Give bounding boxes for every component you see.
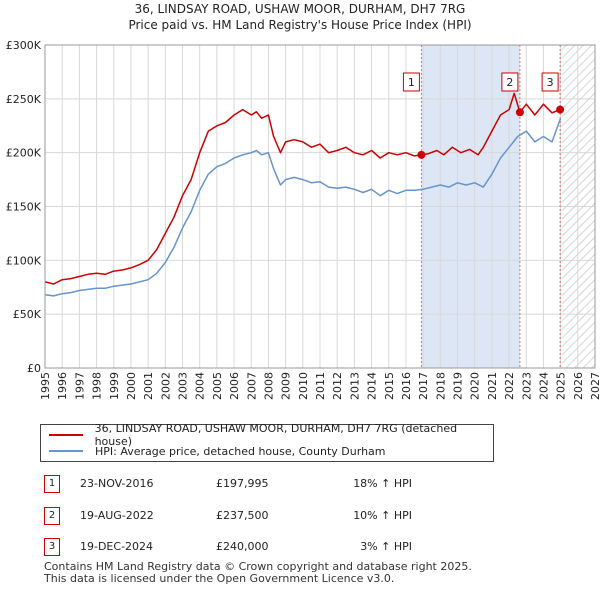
- chart-subtitle: Price paid vs. HM Land Registry's House …: [128, 18, 472, 32]
- x-tick-label: 2002: [159, 372, 172, 400]
- sale-label: 1: [408, 76, 415, 89]
- sale-number-badge: 2: [44, 507, 60, 525]
- x-tick-label: 2006: [228, 372, 241, 400]
- x-tick-label: 2019: [452, 372, 465, 400]
- y-tick-label: £100K: [6, 254, 42, 267]
- sale-date: 23-NOV-2016: [80, 477, 154, 490]
- sale-date: 19-AUG-2022: [80, 509, 154, 522]
- legend-swatch-hpi: [49, 450, 83, 452]
- x-tick-label: 2001: [142, 372, 155, 400]
- sale-label-box: [501, 72, 519, 92]
- x-tick-label: 1999: [108, 372, 121, 400]
- footer-copyright: Contains HM Land Registry data © Crown c…: [44, 560, 472, 573]
- legend-item-hpi: HPI: Average price, detached house, Coun…: [49, 443, 386, 459]
- x-tick-label: 2014: [366, 372, 379, 400]
- y-tick-label: £50K: [13, 308, 42, 321]
- x-tick-label: 2009: [280, 372, 293, 400]
- sale-date: 19-DEC-2024: [80, 540, 154, 553]
- legend-label-property: 36, LINDSAY ROAD, USHAW MOOR, DURHAM, DH…: [94, 422, 458, 448]
- x-tick-label: 1995: [39, 372, 52, 400]
- property-price-line: [45, 92, 561, 285]
- sale-hpi-change: 18% ↑ HPI: [353, 477, 412, 490]
- x-tick-label: 2008: [262, 372, 275, 400]
- x-tick-label: 2013: [348, 372, 361, 400]
- x-tick-label: 2024: [537, 372, 550, 400]
- x-tick-label: 2007: [245, 372, 258, 400]
- x-tick-label: 2027: [589, 372, 600, 400]
- footer-licence: This data is licensed under the Open Gov…: [44, 572, 395, 585]
- x-tick-label: 2010: [297, 372, 310, 400]
- x-tick-label: 1997: [73, 372, 86, 400]
- x-tick-label: 1996: [56, 372, 69, 400]
- sale-hpi-change: 3% ↑ HPI: [360, 540, 412, 553]
- x-tick-label: 2016: [400, 372, 413, 400]
- x-tick-label: 2005: [211, 372, 224, 400]
- sale-row: 1 23-NOV-2016 £197,995 18% ↑ HPI: [44, 475, 464, 497]
- sale-point: [556, 105, 565, 114]
- x-tick-label: 2003: [177, 372, 190, 400]
- sale-number-badge: 1: [44, 475, 60, 493]
- legend: 36, LINDSAY ROAD, USHAW MOOR, DURHAM, DH…: [40, 422, 494, 462]
- x-tick-label: 2022: [503, 372, 516, 400]
- sale-price: £240,000: [216, 540, 269, 553]
- x-tick-label: 2023: [520, 372, 533, 400]
- sale-price: £237,500: [216, 509, 269, 522]
- x-tick-label: 2026: [572, 372, 585, 400]
- x-tick-label: 2025: [555, 372, 568, 400]
- sale-price: £197,995: [216, 477, 269, 490]
- sale-label-box: [541, 72, 559, 92]
- price-chart: 1 2 3 £0 £50K £100K £150K £200K £250K £300K 1995 1…: [6, 39, 600, 400]
- x-tick-label: 2018: [434, 372, 447, 400]
- sale-row: 2 19-AUG-2022 £237,500 10% ↑ HPI: [44, 507, 464, 529]
- sale-label: 3: [547, 76, 554, 89]
- x-tick-label: 2004: [194, 372, 207, 400]
- x-tick-label: 2020: [469, 372, 482, 400]
- legend-swatch-property: [49, 434, 83, 436]
- sale-row: 3 19-DEC-2024 £240,000 3% ↑ HPI: [44, 538, 464, 560]
- hpi-line: [45, 117, 562, 297]
- x-tick-label: 2012: [331, 372, 344, 400]
- x-tick-label: 2011: [314, 372, 327, 400]
- x-tick-label: 2015: [383, 372, 396, 400]
- plot-border: [44, 44, 596, 369]
- y-tick-label: £200K: [6, 147, 42, 160]
- y-tick-label: £150K: [6, 201, 42, 214]
- y-tick-label: £300K: [6, 39, 42, 52]
- sale-number-badge: 3: [44, 538, 60, 556]
- legend-label-hpi: HPI: Average price, detached house, Coun…: [95, 444, 386, 458]
- sale-hpi-change: 10% ↑ HPI: [353, 509, 412, 522]
- sale-label-box: [402, 72, 420, 92]
- footer: Contains HM Land Registry data © Crown c…: [44, 561, 472, 585]
- sale-point: [515, 108, 524, 117]
- sale-label: 2: [506, 76, 513, 89]
- x-tick-label: 1998: [91, 372, 104, 400]
- legend-item-property: 36, LINDSAY ROAD, USHAW MOOR, DURHAM, DH…: [49, 422, 493, 448]
- chart-title: 36, LINDSAY ROAD, USHAW MOOR, DURHAM, DH…: [134, 2, 466, 16]
- sale-point: [417, 150, 426, 159]
- x-tick-label: 2021: [486, 372, 499, 400]
- x-tick-label: 2000: [125, 372, 138, 400]
- x-tick-label: 2017: [417, 372, 430, 400]
- y-tick-label: £0: [27, 362, 41, 375]
- y-tick-label: £250K: [6, 93, 42, 106]
